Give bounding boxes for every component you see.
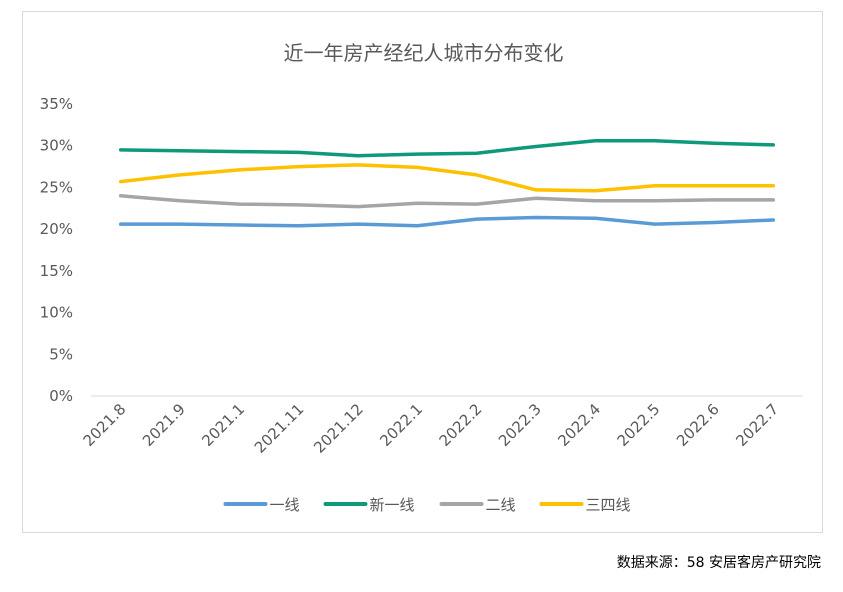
y-tick-label: 5% xyxy=(49,345,73,363)
x-tick-label: 2021.12 xyxy=(310,400,367,457)
series-line xyxy=(118,163,776,193)
series-layer xyxy=(118,138,776,228)
x-tick-label: 2021.11 xyxy=(251,400,308,457)
x-tick-label: 2022.1 xyxy=(376,400,426,450)
x-tick-label: 2021.9 xyxy=(139,400,189,450)
x-tick-label: 2021.8 xyxy=(80,400,130,450)
chart-area: 近一年房产经纪人城市分布变化 0% 5% 10% 15% 20% 25% 30% 35% 202… xyxy=(22,11,823,533)
y-tick-label: 30% xyxy=(40,137,73,155)
legend: 一线 新一线 二线 三四线 xyxy=(223,496,631,514)
series-line xyxy=(118,194,776,209)
line-chart: 近一年房产经纪人城市分布变化 0% 5% 10% 15% 20% 25% 30% 35% 202… xyxy=(40,41,803,514)
legend-label: 二线 xyxy=(486,496,516,514)
legend-label: 三四线 xyxy=(586,496,631,514)
y-tick-label: 25% xyxy=(40,178,73,196)
x-tick-label: 2022.3 xyxy=(495,400,545,450)
y-tick-label: 35% xyxy=(40,95,73,113)
x-tick-label: 2022.2 xyxy=(436,400,486,450)
series-line xyxy=(118,138,776,158)
source-note: 数据来源：58 安居客房产研究院 xyxy=(616,555,821,571)
y-tick-label: 15% xyxy=(40,262,73,280)
legend-label: 新一线 xyxy=(370,496,415,514)
x-tick-label: 2022.6 xyxy=(673,400,723,450)
chart-title: 近一年房产经纪人城市分布变化 xyxy=(284,41,564,65)
y-tick-label: 0% xyxy=(49,387,73,405)
y-tick-label: 20% xyxy=(40,220,73,238)
x-tick-label: 2022.7 xyxy=(732,400,782,450)
x-tick-label: 2021.1 xyxy=(198,400,248,450)
legend-label: 一线 xyxy=(270,496,300,514)
x-tick-label: 2022.5 xyxy=(614,400,664,450)
series-line xyxy=(118,215,776,228)
x-tick-label: 2022.4 xyxy=(554,400,604,450)
y-tick-label: 10% xyxy=(40,304,73,322)
